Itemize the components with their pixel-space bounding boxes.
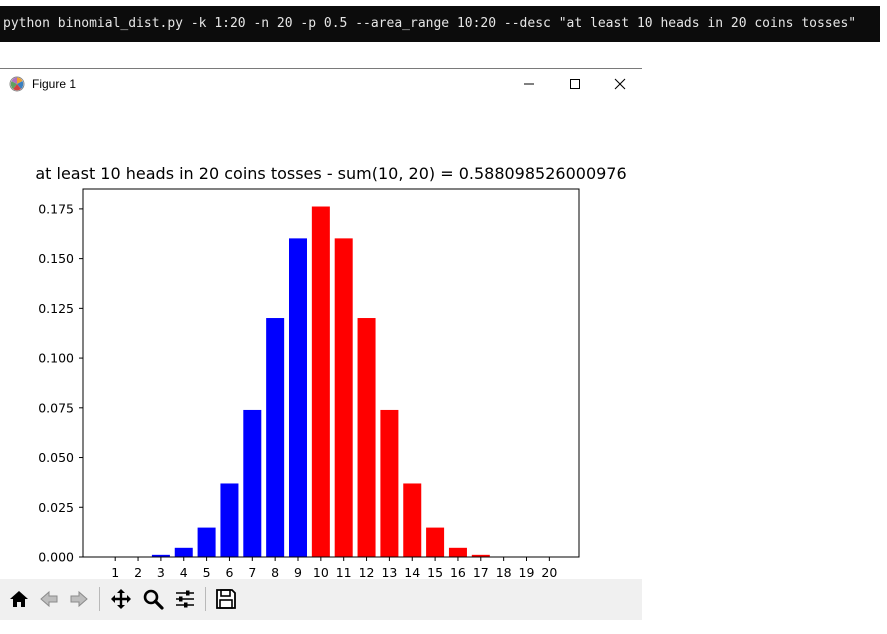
toolbar-separator — [99, 587, 100, 611]
close-icon — [614, 78, 626, 90]
bar — [426, 527, 445, 557]
forward-button[interactable] — [65, 585, 93, 613]
y-tick-label: 0.150 — [38, 251, 74, 266]
matplotlib-icon — [9, 76, 25, 92]
x-tick-label: 11 — [336, 565, 352, 579]
axes-frame — [82, 188, 580, 558]
x-tick-label: 17 — [473, 565, 489, 579]
bar — [380, 409, 399, 557]
terminal-command-text: python binomial_dist.py -k 1:20 -n 20 -p… — [3, 16, 857, 31]
bar — [448, 547, 467, 557]
x-tick-label: 3 — [157, 565, 165, 579]
x-tick-label: 8 — [271, 565, 279, 579]
back-icon — [40, 590, 58, 608]
x-tick-label: 10 — [313, 565, 329, 579]
bar — [174, 547, 193, 557]
bar — [243, 409, 262, 557]
y-tick-label: 0.075 — [38, 400, 74, 415]
minimize-icon — [524, 83, 534, 85]
y-tick-label: 0.125 — [38, 301, 74, 316]
configure-subplots-button[interactable] — [171, 585, 199, 613]
save-icon — [216, 589, 236, 609]
figure-window: Figure 1 at least 10 heads in 20 coins t… — [0, 68, 642, 620]
x-tick-label: 7 — [248, 565, 256, 579]
x-tick-label: 19 — [519, 565, 535, 579]
y-tick-label: 0.050 — [38, 450, 74, 465]
y-tick-label: 0.175 — [38, 201, 74, 216]
bar — [151, 554, 170, 557]
maximize-button[interactable] — [552, 69, 598, 99]
bar — [471, 554, 490, 557]
back-button[interactable] — [35, 585, 63, 613]
pan-button[interactable] — [107, 585, 135, 613]
x-tick-label: 18 — [496, 565, 512, 579]
bar — [266, 318, 285, 557]
bar — [220, 483, 239, 557]
pan-icon — [111, 589, 131, 609]
x-tick-label: 13 — [381, 565, 397, 579]
bar — [403, 483, 422, 557]
zoom-button[interactable] — [139, 585, 167, 613]
terminal-command-line: python binomial_dist.py -k 1:20 -n 20 -p… — [0, 6, 880, 42]
window-border — [0, 68, 642, 69]
x-tick-label: 5 — [203, 565, 211, 579]
chart-title: at least 10 heads in 20 coins tosses - s… — [35, 164, 626, 183]
bar — [289, 238, 307, 557]
home-button[interactable] — [5, 585, 33, 613]
maximize-icon — [570, 79, 580, 89]
bar-chart: at least 10 heads in 20 coins tosses - s… — [35, 164, 626, 580]
toolbar-separator — [205, 587, 206, 611]
x-tick-label: 16 — [450, 565, 466, 579]
y-tick-label: 0.000 — [38, 550, 74, 565]
x-tick-label: 1 — [111, 565, 119, 579]
x-tick-label: 4 — [180, 565, 188, 579]
bar — [197, 527, 216, 557]
plot-canvas[interactable]: at least 10 heads in 20 coins tosses - s… — [0, 99, 642, 580]
close-button[interactable] — [597, 69, 643, 99]
x-tick-label: 2 — [134, 565, 142, 579]
x-tick-label: 14 — [404, 565, 420, 579]
y-tick-label: 0.100 — [38, 351, 74, 366]
configure-subplots-icon — [176, 590, 194, 608]
y-tick-label: 0.025 — [38, 500, 74, 515]
bar — [334, 238, 353, 557]
bar — [357, 318, 376, 557]
bar — [311, 206, 330, 557]
navigation-toolbar — [0, 579, 642, 620]
x-tick-label: 9 — [294, 565, 302, 579]
home-icon — [10, 591, 28, 607]
x-tick-label: 20 — [541, 565, 557, 579]
x-tick-label: 15 — [427, 565, 443, 579]
zoom-icon — [143, 589, 164, 610]
x-tick-label: 12 — [359, 565, 375, 579]
forward-icon — [70, 590, 88, 608]
window-title: Figure 1 — [32, 77, 77, 91]
title-bar[interactable]: Figure 1 — [0, 69, 642, 99]
x-tick-label: 6 — [225, 565, 233, 579]
minimize-button[interactable] — [506, 69, 552, 99]
save-button[interactable] — [212, 585, 240, 613]
